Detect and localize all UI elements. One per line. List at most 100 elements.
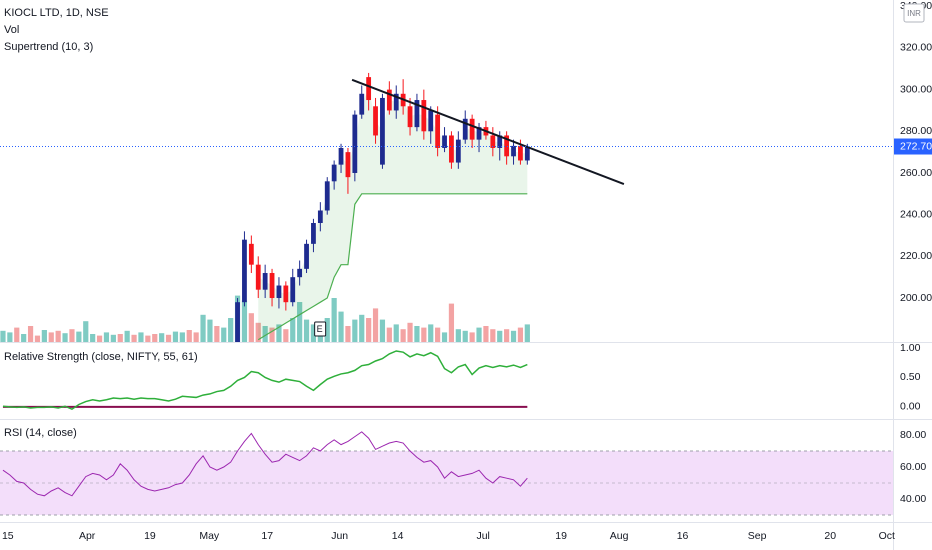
pane-title: Relative Strength (close, NIFTY, 55, 61) <box>4 351 198 363</box>
candle-body <box>297 268 303 278</box>
candle-body <box>317 210 323 223</box>
candle-body <box>407 106 413 128</box>
candle-body <box>269 273 275 299</box>
volume-bar <box>483 326 489 342</box>
candle-body <box>504 135 510 157</box>
y-tick-label: 320.00 <box>900 42 932 54</box>
candle-body <box>380 97 385 165</box>
volume-bar <box>69 329 75 342</box>
volume-bar <box>34 335 41 342</box>
indicator-line <box>2 350 528 411</box>
volume-bar <box>290 318 296 342</box>
supertrend-line <box>257 193 528 341</box>
candle-body <box>235 302 240 342</box>
x-tick-label: Sep <box>748 530 767 542</box>
volume-bar <box>331 298 337 342</box>
candle-body <box>248 243 254 265</box>
x-tick-label: 16 <box>677 530 689 542</box>
x-tick-label: 15 <box>2 530 14 542</box>
volume-bar <box>110 334 116 342</box>
volume-bar <box>441 332 448 342</box>
candle-body <box>421 100 427 132</box>
volume-bar <box>435 327 441 342</box>
x-tick-label: 14 <box>392 530 404 542</box>
last-price-box <box>894 138 932 155</box>
volume-bar <box>83 321 89 342</box>
x-tick-label: 19 <box>144 530 156 542</box>
candle-body <box>331 164 337 182</box>
candle-body <box>490 135 496 148</box>
volume-bar <box>379 319 386 342</box>
volume-bar <box>41 330 47 342</box>
y-tick-label: 60.00 <box>900 461 926 473</box>
candle-body <box>386 89 392 111</box>
candle-body <box>449 135 454 163</box>
volume-bar <box>386 327 392 342</box>
volume-bar <box>159 333 165 342</box>
candle-body <box>435 114 441 148</box>
volume-bar <box>27 326 34 342</box>
volume-bar <box>21 334 27 342</box>
volume-bar <box>207 319 213 342</box>
volume-bar <box>303 319 310 342</box>
volume-bar <box>179 332 185 342</box>
supertrend-label: Supertrend (10, 3) <box>4 41 93 53</box>
volume-bar <box>448 303 455 342</box>
candle-body <box>393 93 399 111</box>
volume-bar <box>172 331 179 342</box>
y-tick-label: 80.00 <box>900 429 926 441</box>
volume-bar <box>117 334 123 342</box>
candle-body <box>276 285 282 299</box>
candle-body <box>455 139 461 163</box>
y-tick-label: 1.00 <box>900 342 921 354</box>
x-tick-label: Apr <box>79 530 96 542</box>
volume-bar <box>510 330 517 342</box>
candle-body <box>290 277 296 303</box>
volume-bar <box>241 300 248 342</box>
volume-bar <box>352 319 358 342</box>
candle-body <box>414 100 420 128</box>
y-tick-label: 0.00 <box>900 401 921 413</box>
candle-body <box>511 145 516 157</box>
volume-bar <box>124 330 130 342</box>
volume-bar <box>262 326 268 342</box>
indicator-line <box>2 431 528 497</box>
volume-bar <box>310 324 317 342</box>
y-tick-label: 280.00 <box>900 125 932 137</box>
x-tick-label: Jul <box>476 530 489 542</box>
candle-body <box>442 135 447 148</box>
candle-body <box>359 93 365 115</box>
y-tick-label: 240.00 <box>900 208 932 220</box>
candle-body <box>469 118 475 140</box>
candle-body <box>366 77 372 101</box>
event-marker <box>314 321 327 337</box>
candle-body <box>283 285 289 303</box>
x-tick-label: Aug <box>610 530 629 542</box>
volume-bar <box>414 326 420 342</box>
volume-bar <box>428 324 434 342</box>
volume-bar <box>372 308 379 342</box>
pane-title: RSI (14, close) <box>4 427 77 439</box>
y-tick-label: 200.00 <box>900 292 932 304</box>
volume-bar <box>214 326 220 342</box>
volume-bar <box>462 330 468 342</box>
volume-bar <box>407 322 413 342</box>
price-pane <box>0 72 625 342</box>
volume-bar <box>165 334 172 342</box>
volume-bar <box>138 332 144 342</box>
x-tick-label: 17 <box>261 530 273 542</box>
candle-body <box>497 135 503 148</box>
last-price-label: 272.70 <box>900 140 932 152</box>
currency-box <box>903 3 925 23</box>
y-tick-label: 260.00 <box>900 167 932 179</box>
vol-label: Vol <box>4 24 19 36</box>
x-tick-label: 20 <box>824 530 836 542</box>
candle-body <box>428 110 434 132</box>
candle-body <box>373 106 378 136</box>
candle-body <box>518 145 523 161</box>
candle-body <box>338 147 344 165</box>
x-tick-label: May <box>199 530 220 542</box>
volume-bar <box>248 313 254 342</box>
candle-body <box>242 239 247 303</box>
